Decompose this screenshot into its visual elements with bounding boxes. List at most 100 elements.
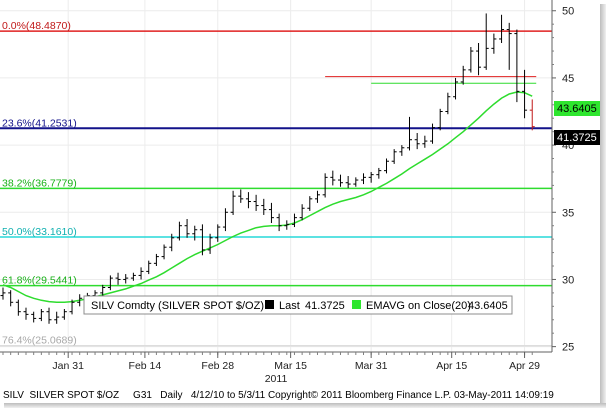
fib-label-1: 23.6%(41.2531) xyxy=(2,117,77,129)
year-label: 2011 xyxy=(265,373,288,385)
chart-frame: 0.0%(48.4870) 23.6%(41.2531) 38.2%(36.7779… xyxy=(0,0,600,403)
ohlc-bar xyxy=(69,299,75,315)
ohlc-bar xyxy=(322,173,328,198)
ohlc-bar xyxy=(253,194,259,211)
ohlc-bar xyxy=(468,47,474,73)
ohlc-bar xyxy=(368,171,374,183)
y-tick-label-0: 25 xyxy=(562,342,574,354)
ohlc-bar xyxy=(192,225,198,241)
ohlc-bar xyxy=(169,233,175,252)
ohlc-bar xyxy=(414,133,420,150)
ohlc-bar xyxy=(430,123,436,144)
legend-box xyxy=(83,295,513,315)
ohlc-bar xyxy=(238,189,244,203)
legend-last-value: 41.3725 xyxy=(305,300,345,312)
legend-ticker: SILV Comdty (SILVER SPOT $/OZ) xyxy=(91,300,264,312)
ohlc-bar xyxy=(276,213,282,232)
y-tick-label-4: 45 xyxy=(562,73,574,85)
x-tick-label-5: Apr 15 xyxy=(436,360,467,372)
x-tick-label-6: Apr 29 xyxy=(509,360,540,372)
ohlc-bar xyxy=(460,65,466,85)
legend-swatch-ema xyxy=(352,300,361,309)
ohlc-bar xyxy=(476,42,482,76)
footer-text: SILV SILVER SPOT $/OZ G31 Daily 4/12/10 … xyxy=(3,390,554,401)
ohlc-bar xyxy=(499,14,505,43)
ohlc-bar xyxy=(123,274,129,284)
plot-background xyxy=(0,0,552,352)
x-tick-label-4: Mar 31 xyxy=(355,360,388,372)
ohlc-bar xyxy=(54,311,60,324)
ohlc-bar xyxy=(284,220,290,230)
ohlc-bar xyxy=(514,29,520,103)
ohlc-bar xyxy=(268,202,274,224)
ohlc-bar xyxy=(61,309,67,320)
ohlc-bar xyxy=(161,244,167,260)
legend-ema-value: 43.6405 xyxy=(468,300,508,312)
ema-price-tag: 43.6405 xyxy=(554,101,600,116)
ohlc-bar xyxy=(291,213,297,228)
ohlc-bar xyxy=(138,267,144,280)
x-axis: Jan 31 Feb 14 Feb 28 Mar 15 Mar 31 Apr 15 Apr … xyxy=(2,352,540,372)
ohlc-bar xyxy=(453,77,459,100)
ohlc-bar xyxy=(422,135,428,148)
ohlc-bar xyxy=(299,204,305,221)
ohlc-bar xyxy=(353,177,359,187)
ohlc-bar xyxy=(506,22,512,70)
fib-label-4: 61.8%(29.5441) xyxy=(2,275,77,287)
ohlc-bar xyxy=(176,221,182,241)
price-tags: 43.6405 41.3725 xyxy=(554,101,600,145)
ohlc-bar xyxy=(146,260,152,275)
ohlc-bar xyxy=(491,33,497,54)
fib-label-5: 76.4%(25.0689) xyxy=(2,335,77,347)
ohlc-bar xyxy=(23,307,29,320)
ohlc-bar xyxy=(46,307,52,324)
ohlc-bar xyxy=(407,116,413,151)
legend-swatch-last xyxy=(265,300,274,309)
y-tick-label-5: 50 xyxy=(562,6,574,18)
last-price-tag: 41.3725 xyxy=(554,130,600,145)
ohlc-bar xyxy=(230,190,236,215)
ohlc-bar xyxy=(207,233,213,254)
ohlc-bar xyxy=(314,190,320,203)
fib-label-3: 50.0%(33.1610) xyxy=(2,226,77,238)
frame-shadow-right xyxy=(600,4,606,406)
ohlc-bar xyxy=(437,108,443,131)
legend: SILV Comdty (SILVER SPOT $/OZ) Last 41.3… xyxy=(83,295,513,315)
ohlc-bar xyxy=(399,145,405,156)
x-tick-label-0: Jan 31 xyxy=(52,360,84,372)
ohlc-bar xyxy=(153,253,159,267)
ohlc-bar xyxy=(330,170,336,186)
fibonacci-levels xyxy=(0,30,552,347)
ohlc-bar xyxy=(376,167,382,179)
ohlc-bar xyxy=(245,192,251,209)
ema-tag-text: 43.6405 xyxy=(557,103,597,115)
last-tag-box xyxy=(554,130,600,145)
ohlc-bar xyxy=(445,92,451,115)
ohlc-bar xyxy=(107,275,113,291)
ohlc-bar xyxy=(199,224,205,256)
ohlc-bar xyxy=(15,299,21,316)
ohlc-bar xyxy=(38,309,44,322)
fib-label-2: 38.2%(36.7779) xyxy=(2,177,77,189)
footer-bar xyxy=(0,386,600,403)
ohlc-bar xyxy=(0,287,6,300)
ohlc-bar xyxy=(360,173,366,185)
ohlc-bar xyxy=(222,208,228,232)
ohlc-bar xyxy=(31,311,37,323)
ohlc-bar xyxy=(184,218,190,238)
fibonacci-labels: 0.0%(48.4870) 23.6%(41.2531) 38.2%(36.7779… xyxy=(2,20,77,347)
ohlc-bar xyxy=(522,69,528,119)
x-tick-label-1: Feb 14 xyxy=(129,360,162,372)
ohlc-bar xyxy=(307,196,313,211)
price-bars xyxy=(0,13,535,324)
ema-tag-box xyxy=(554,101,600,116)
x-tick-label-3: Mar 15 xyxy=(274,360,307,372)
legend-ema-label: EMAVG on Close(20) xyxy=(366,300,471,312)
frame-shadow-bottom xyxy=(4,403,606,408)
ohlc-bar xyxy=(77,294,83,307)
ohlc-bar xyxy=(130,272,136,281)
ohlc-bar xyxy=(115,272,121,285)
ohlc-bar xyxy=(337,174,343,187)
y-tick-label-1: 30 xyxy=(562,274,574,286)
